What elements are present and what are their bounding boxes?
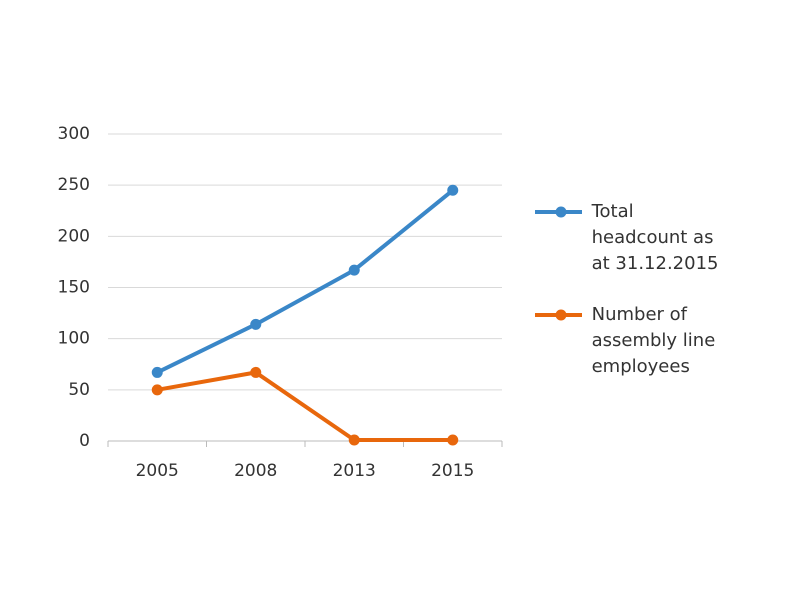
- data-point: [151, 366, 163, 378]
- series-line: [156, 370, 453, 442]
- series-line: [156, 188, 455, 375]
- data-point: [348, 264, 360, 276]
- legend-label: Total headcount as at 31.12.2015: [591, 201, 719, 274]
- data-point: [250, 366, 262, 378]
- legend-marker: [555, 206, 567, 218]
- legend-swatch: [535, 309, 582, 321]
- legend-entry: Number of assembly line employees: [535, 302, 735, 380]
- y-tick-label: 150: [58, 278, 90, 298]
- legend-marker: [555, 309, 567, 321]
- y-tick-label: 300: [58, 124, 90, 144]
- legend-entry: Total headcount as at 31.12.2015: [535, 199, 735, 277]
- x-tick-label: 2013: [333, 461, 376, 481]
- y-tick-label: 50: [68, 380, 90, 400]
- data-point: [447, 184, 459, 196]
- x-tick-label: 2008: [234, 461, 277, 481]
- y-tick-label: 250: [58, 175, 90, 195]
- legend-label: Number of assembly line employees: [591, 304, 716, 377]
- x-tick-label: 2015: [431, 461, 474, 481]
- data-point: [151, 384, 163, 396]
- legend-swatch: [535, 206, 582, 218]
- y-tick-label: 200: [58, 226, 90, 246]
- data-point: [348, 434, 360, 446]
- y-tick-label: 0: [79, 431, 90, 451]
- x-tick-label: 2005: [136, 461, 179, 481]
- data-point: [250, 318, 262, 330]
- y-tick-label: 100: [58, 329, 90, 349]
- data-point: [447, 434, 459, 446]
